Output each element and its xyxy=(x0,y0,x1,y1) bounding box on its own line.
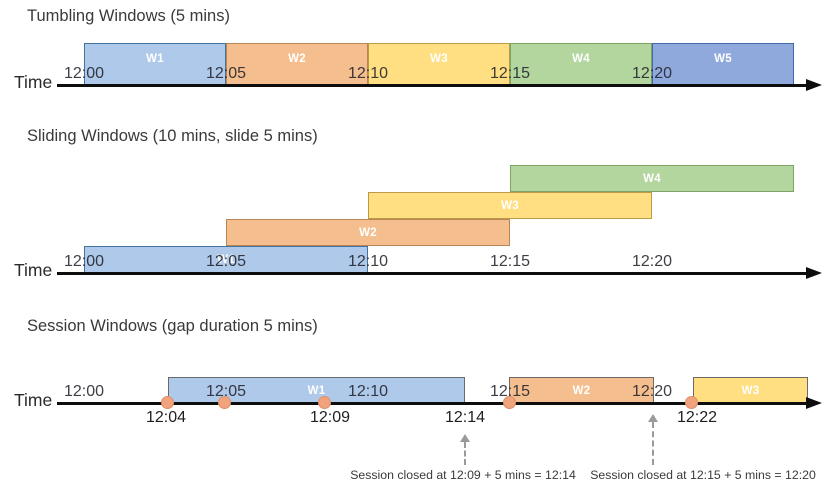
window-label: W3 xyxy=(741,384,760,397)
window-label: W1 xyxy=(146,53,164,65)
tumbling-time-axis xyxy=(57,84,813,87)
axis-arrow-icon xyxy=(806,267,822,279)
tick-label: 12:05 xyxy=(205,383,247,400)
sliding-window-w3: W3 xyxy=(368,192,652,219)
sliding-time-axis-label: Time xyxy=(14,260,53,280)
tumbling-window-w1: W1 xyxy=(84,43,226,85)
tick-label: 12:20 xyxy=(631,65,673,82)
sliding-time-axis xyxy=(57,272,813,275)
tick-label: 12:00 xyxy=(63,253,105,270)
axis-arrow-icon xyxy=(806,397,822,409)
tick-label: 12:05 xyxy=(205,253,247,270)
tick-label: 12:10 xyxy=(347,383,389,400)
event-dot xyxy=(218,396,231,409)
tick-label: 12:00 xyxy=(63,65,105,82)
sliding-section-title: Sliding Windows (10 mins, slide 5 mins) xyxy=(27,127,318,145)
event-dot xyxy=(503,396,516,409)
window-label: W4 xyxy=(572,53,590,65)
session-window-w2: W2 xyxy=(509,377,654,404)
sliding-window-w2: W2 xyxy=(226,219,510,246)
callout-arrow-up-icon xyxy=(460,434,470,442)
session-section-title: Session Windows (gap duration 5 mins) xyxy=(27,317,318,335)
tick-label: 12:05 xyxy=(205,65,247,82)
tick-label: 12:10 xyxy=(347,65,389,82)
callout-arrow-stem xyxy=(464,442,466,465)
session-window-w1: W1 xyxy=(168,377,465,404)
session-window-w3: W3 xyxy=(693,377,808,404)
tumbling-time-axis-label: Time xyxy=(14,72,53,92)
event-dot xyxy=(318,396,331,409)
tick-label: 12:10 xyxy=(347,253,389,270)
window-label: W3 xyxy=(501,199,519,212)
tick-label: 12:15 xyxy=(489,65,531,82)
tick-label: 12:00 xyxy=(63,383,105,400)
event-time-label: 12:22 xyxy=(676,409,718,426)
event-dot xyxy=(685,396,698,409)
window-label: W3 xyxy=(430,53,448,65)
tick-label: 12:15 xyxy=(489,253,531,270)
window-label: W1 xyxy=(217,253,235,266)
session-closed-note: Session closed at 12:15 + 5 mins = 12:20 xyxy=(590,468,816,482)
callout-arrow-stem xyxy=(652,422,654,465)
session-time-axis xyxy=(57,402,813,405)
tick-label: 12:15 xyxy=(489,383,531,400)
window-label: W5 xyxy=(714,53,732,65)
tick-label: 12:20 xyxy=(631,383,673,400)
window-label: W1 xyxy=(307,384,326,397)
window-label: W2 xyxy=(288,53,306,65)
event-time-label: 12:09 xyxy=(309,409,351,426)
window-label: W2 xyxy=(572,384,591,397)
callout-arrow-up-icon xyxy=(648,414,658,422)
event-dot xyxy=(161,396,174,409)
window-label: W4 xyxy=(643,172,661,185)
session-closed-note: Session closed at 12:09 + 5 mins = 12:14 xyxy=(350,468,576,482)
window-label: W2 xyxy=(359,226,377,239)
event-time-label: 12:04 xyxy=(145,409,187,426)
tumbling-window-w5: W5 xyxy=(652,43,794,85)
tick-label: 12:20 xyxy=(631,253,673,270)
tumbling-window-w3: W3 xyxy=(368,43,510,85)
sliding-window-w4: W4 xyxy=(510,165,794,192)
session-time-axis-label: Time xyxy=(14,390,53,410)
event-time-label: 12:14 xyxy=(444,409,486,426)
tumbling-section-title: Tumbling Windows (5 mins) xyxy=(27,7,230,25)
axis-arrow-icon xyxy=(806,79,822,91)
